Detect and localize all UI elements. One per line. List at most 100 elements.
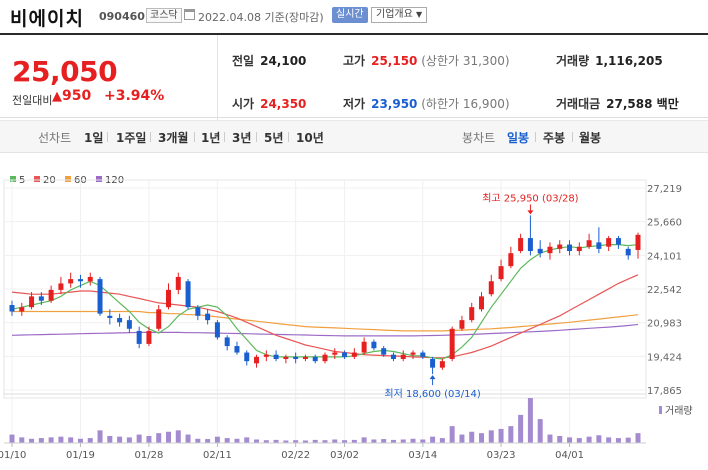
tab-1y[interactable]: 1년 xyxy=(201,131,221,145)
candle-body xyxy=(596,242,602,249)
trade-amount: 거래대금 27,588 백만 xyxy=(556,97,679,111)
volume-bar xyxy=(342,440,348,443)
candle-body xyxy=(175,276,181,290)
x-tick-label: 02/22 xyxy=(281,450,310,461)
candle-body xyxy=(224,337,230,347)
company-overview-dropdown[interactable]: 기업개요 ▼ xyxy=(371,7,428,23)
volume-bar xyxy=(400,439,406,443)
stock-name: 비에이치 xyxy=(10,8,84,30)
x-tick-label: 01/10 xyxy=(0,450,26,461)
legend-swatch-60 xyxy=(65,176,71,182)
x-tick-label: 02/11 xyxy=(203,450,232,461)
candle-body xyxy=(557,244,563,249)
candle-body xyxy=(263,354,269,357)
y-tick-label: 17,865 xyxy=(647,386,682,397)
candle-body xyxy=(615,238,621,245)
volume-bar xyxy=(107,435,113,443)
candle-body xyxy=(283,356,289,360)
x-axis: 01/10 01/19 01/28 02/11 02/22 03/02 03/14 03/23… xyxy=(0,442,646,461)
volume-bar xyxy=(322,440,328,443)
volume-bar xyxy=(537,419,543,443)
volume-bar xyxy=(488,430,494,443)
tab-weekly[interactable]: 주봉 xyxy=(543,131,566,145)
candle-body xyxy=(87,276,93,282)
candle-body xyxy=(126,320,132,329)
candle-body xyxy=(420,352,426,357)
candle-body xyxy=(322,354,328,362)
volume-label: 거래량 xyxy=(665,405,693,417)
volume-bar xyxy=(430,436,436,443)
high-annotation: 최고 25,950 (03/28) xyxy=(482,192,578,204)
candle-body xyxy=(195,307,201,316)
volume-bar xyxy=(547,434,553,443)
diff-label: 전일대비 xyxy=(12,94,53,107)
tab-monthly[interactable]: 월봉 xyxy=(579,131,602,145)
prev-close: 전일 24,100 xyxy=(232,54,307,68)
candle-body xyxy=(254,356,260,364)
candle-body xyxy=(205,313,211,321)
tab-1d[interactable]: 1일 xyxy=(84,131,104,145)
chart-tabs: 선차트 1일 1주일 3개월 1년 3년 5년 10년 봉차트 일봉 주봉 월봉 xyxy=(0,120,708,153)
volume-bar xyxy=(635,433,641,443)
realtime-button[interactable]: 실시간 xyxy=(332,7,368,23)
current-price: 25,050 xyxy=(12,55,118,88)
candle-body xyxy=(146,330,152,344)
candle-body xyxy=(156,309,162,329)
volume-bar xyxy=(625,437,631,443)
divider xyxy=(535,132,536,142)
candle-body xyxy=(439,361,445,368)
volume-bar xyxy=(439,438,445,443)
candle-body xyxy=(117,317,123,323)
y-tick-label: 19,424 xyxy=(647,352,682,363)
tab-10y[interactable]: 10년 xyxy=(296,131,324,145)
volume-panel: 거래량 xyxy=(9,398,693,443)
volume-bar xyxy=(312,439,318,443)
legend-swatch-5 xyxy=(10,176,16,182)
candle-body xyxy=(400,354,406,360)
candle-body xyxy=(97,279,103,314)
volume-bar xyxy=(244,437,250,443)
ma20-line xyxy=(11,274,639,359)
candlestick-chart[interactable]: 5 20 60 120 27,21925,66024,10122,54220,9831… xyxy=(0,155,708,470)
candle-body xyxy=(371,341,377,349)
volume-bar xyxy=(332,439,338,443)
candle-body xyxy=(342,352,348,357)
candle-body xyxy=(234,346,240,353)
tab-line-chart[interactable]: 선차트 xyxy=(38,131,72,145)
volume-bar xyxy=(371,439,377,443)
candle-body xyxy=(479,296,484,310)
candle-body xyxy=(508,253,514,267)
y-tick-label: 22,542 xyxy=(647,285,682,296)
volume-bar xyxy=(19,437,25,443)
candle-body xyxy=(586,240,592,247)
volume-bar xyxy=(469,431,475,443)
volume-bar xyxy=(508,426,514,443)
volume-bar xyxy=(596,435,602,443)
price-summary: 25,050 전일대비 ▲950 +3.94% 전일 24,100 고가 25,15… xyxy=(0,33,708,120)
candle-body xyxy=(273,354,279,360)
candle-body xyxy=(459,320,465,329)
volume-bar xyxy=(351,439,357,443)
volume-bar xyxy=(205,439,211,443)
legend-swatch-20 xyxy=(34,176,40,182)
candle-body xyxy=(68,279,74,284)
candle-body xyxy=(518,238,524,252)
chevron-down-icon: ▼ xyxy=(416,10,423,19)
ma60-line xyxy=(12,310,639,332)
tab-5y[interactable]: 5년 xyxy=(264,131,284,145)
tab-3y[interactable]: 3년 xyxy=(232,131,252,145)
candle-body xyxy=(293,356,299,360)
volume-bar xyxy=(361,437,367,443)
volume-bar xyxy=(29,438,35,443)
low-price: 저가 23,950 (하한가 16,900) xyxy=(343,97,510,111)
tab-1w[interactable]: 1주일 xyxy=(116,131,147,145)
tab-daily[interactable]: 일봉 xyxy=(507,131,530,145)
volume-bar xyxy=(273,439,279,443)
ma120-line xyxy=(11,323,639,337)
candle-body xyxy=(19,307,25,312)
volume-bar xyxy=(527,398,533,443)
tab-3m[interactable]: 3개월 xyxy=(158,131,189,145)
tab-candle-chart[interactable]: 봉차트 xyxy=(462,131,496,145)
candle-body xyxy=(312,356,318,362)
divider xyxy=(217,35,218,120)
